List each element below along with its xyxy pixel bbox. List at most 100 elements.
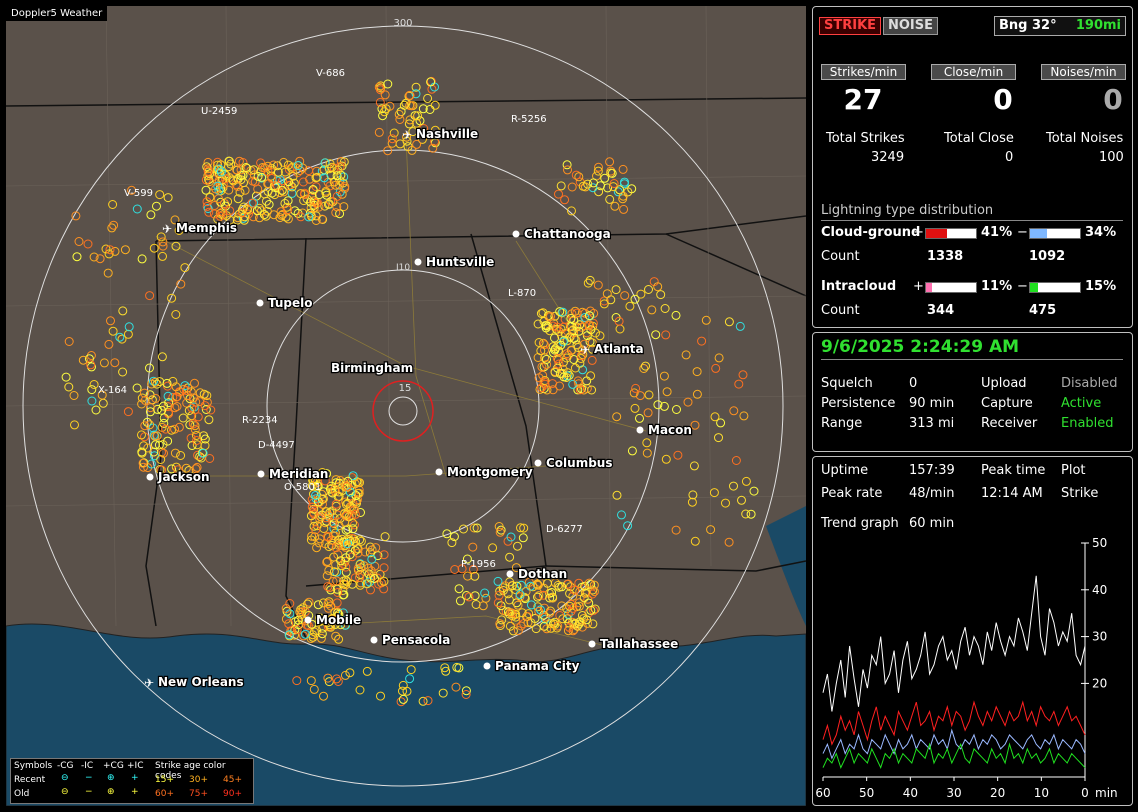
strike-marker — [441, 666, 451, 676]
city-columbus: Columbus — [534, 455, 614, 471]
strike-marker — [339, 202, 349, 212]
storm-cell-label[interactable]: U-2459 — [201, 106, 237, 117]
neg-cg-recent-icon: ⊖ — [61, 773, 69, 783]
strike-marker — [518, 533, 528, 543]
strike-marker — [232, 165, 241, 175]
strike-marker — [72, 252, 82, 262]
strike-marker — [418, 696, 428, 706]
strike-marker — [430, 125, 440, 135]
strike-marker — [547, 588, 557, 597]
strike-marker — [187, 403, 197, 413]
strike-marker — [548, 592, 557, 602]
strike-marker — [140, 395, 150, 405]
city-label: Pensacola — [382, 633, 450, 647]
strike-marker — [558, 307, 568, 317]
strike-marker — [701, 315, 711, 325]
trend-x-tick-label: 30 — [946, 786, 961, 800]
storm-cell-label[interactable]: R-5256 — [511, 114, 547, 125]
strike-marker — [159, 448, 168, 458]
trend-x-unit: min — [1095, 786, 1118, 800]
strike-marker — [585, 275, 595, 285]
strike-marker — [154, 440, 164, 450]
strike-marker — [402, 132, 412, 142]
strike-marker — [516, 580, 526, 590]
storm-cell-label[interactable]: R-2234 — [242, 415, 278, 426]
plot-value[interactable]: Strike — [1061, 486, 1099, 501]
city-dot — [370, 636, 378, 644]
strike-marker — [625, 301, 635, 311]
strike-marker — [171, 392, 181, 402]
strike-marker — [204, 415, 214, 425]
strike-marker — [203, 166, 213, 176]
strike-marker — [488, 543, 498, 553]
storm-cell-label[interactable]: L-870 — [508, 288, 536, 299]
strike-marker — [155, 190, 165, 200]
strike-marker — [457, 564, 467, 574]
strike-marker — [481, 593, 491, 603]
strike-marker — [87, 396, 97, 406]
strike-marker — [729, 406, 739, 416]
strike-marker — [204, 207, 214, 217]
storm-cell-label[interactable]: X-164 — [98, 385, 127, 396]
strike-marker — [559, 322, 568, 332]
city-huntsville: Huntsville — [414, 254, 496, 270]
strike-marker — [317, 468, 327, 477]
ic-positive-pct: 11% — [981, 279, 1013, 294]
strike-marker — [506, 608, 516, 618]
lightning-map[interactable]: Doppler5 Weather — [6, 6, 806, 806]
strike-marker — [729, 481, 738, 491]
strike-marker — [500, 581, 510, 591]
strike-marker — [150, 431, 160, 441]
strike-marker — [309, 504, 319, 514]
strike-marker — [340, 182, 350, 192]
strike-marker — [300, 629, 310, 639]
strike-marker — [105, 245, 115, 255]
strike-marker — [741, 509, 751, 519]
strike-marker — [552, 322, 562, 332]
strike-marker — [313, 481, 323, 491]
strike-marker — [573, 376, 583, 386]
strike-marker — [149, 430, 159, 440]
symbol-legend: Symbols -CG -IC +CG +IC Strike age color… — [10, 758, 254, 804]
strike-marker — [315, 613, 325, 623]
neg-cg-old-icon: ⊖ — [61, 787, 69, 797]
strike-marker — [710, 412, 720, 422]
strike-marker — [542, 624, 552, 634]
strike-marker — [91, 405, 101, 415]
strike-marker — [123, 407, 133, 417]
strike-marker — [333, 677, 343, 686]
strike-marker — [418, 104, 428, 114]
strike-marker — [580, 581, 590, 591]
strike-marker — [495, 586, 505, 596]
noise-button[interactable]: NOISE — [883, 17, 939, 35]
strike-marker — [174, 226, 184, 235]
storm-cell-label[interactable]: D-4497 — [258, 440, 295, 451]
strike-button[interactable]: STRIKE — [819, 17, 882, 35]
storm-cell-label[interactable]: V-599 — [124, 188, 153, 199]
strike-marker — [672, 405, 681, 414]
strike-marker — [89, 380, 99, 389]
capture-value: Active — [1061, 396, 1102, 411]
strike-marker — [247, 198, 257, 208]
storm-cell-label[interactable]: D-6277 — [546, 524, 583, 535]
strike-marker — [555, 381, 564, 391]
strike-marker — [253, 171, 263, 181]
storm-cell-label[interactable]: P-1956 — [461, 559, 496, 570]
strike-marker — [327, 540, 337, 550]
storm-cell-label[interactable]: V-686 — [316, 68, 345, 79]
strike-marker — [336, 620, 346, 630]
ic-positive-count: 344 — [927, 303, 955, 318]
strike-marker — [157, 465, 167, 475]
city-meridian: Meridian — [257, 466, 330, 482]
strike-marker — [156, 455, 166, 464]
strike-marker — [127, 185, 137, 195]
strike-marker — [651, 330, 661, 340]
storm-cell-label[interactable]: O-5801 — [284, 482, 321, 493]
strike-marker — [152, 379, 162, 389]
strike-marker — [406, 665, 416, 675]
strike-marker — [319, 173, 329, 183]
strike-marker — [472, 523, 482, 533]
strike-marker — [293, 161, 303, 170]
strike-marker — [306, 511, 316, 521]
strike-marker — [542, 385, 552, 395]
